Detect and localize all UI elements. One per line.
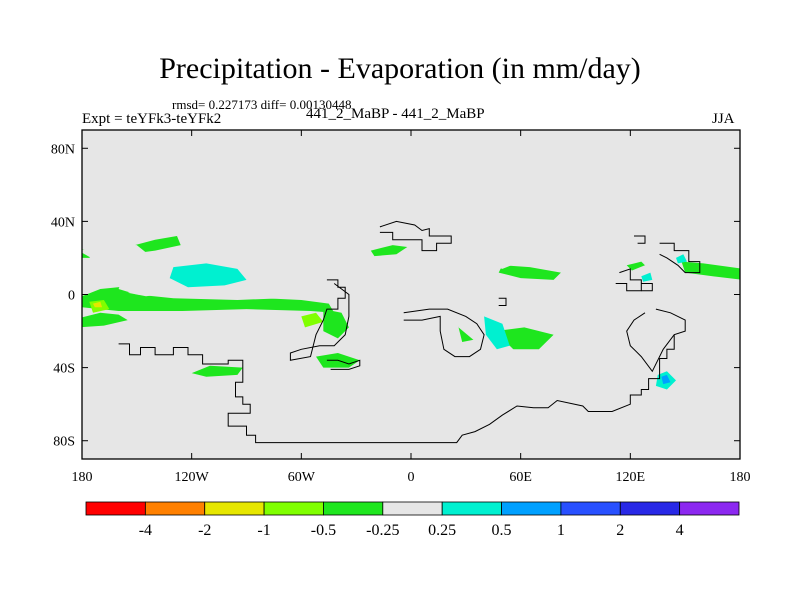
contour-region-31: [661, 374, 671, 385]
center-label: 441_2_MaBP - 441_2_MaBP: [306, 106, 485, 122]
x-tick-label: 180: [730, 470, 751, 485]
coastline-2: [326, 359, 361, 370]
plot-title: Precipitation - Evaporation (in mm/day): [159, 52, 641, 85]
contour-region-17: [82, 243, 146, 258]
contour-region-29: [641, 272, 653, 282]
contour-region-5: [93, 301, 103, 308]
contour-region-20: [275, 354, 320, 368]
coastline-7: [659, 242, 701, 274]
contour-region-30: [676, 254, 687, 264]
colorbar-swatch-8: [560, 501, 621, 516]
colorbar-label: -4: [139, 522, 152, 539]
contour-region-2: [323, 309, 349, 339]
coastline-4: [403, 308, 485, 358]
coastline-6: [626, 308, 686, 373]
contour-region-21: [297, 252, 338, 262]
colorbar-label: -1: [257, 522, 270, 539]
x-tick-label: 60E: [509, 470, 532, 485]
colorbar-swatch-10: [679, 501, 740, 516]
contour-region-25: [685, 316, 737, 332]
coastline-10: [641, 283, 653, 292]
y-tick-label: 0: [68, 289, 75, 304]
season-label: JJA: [712, 111, 735, 127]
stats-text: rmsd= 0.227173 diff= 0.00130448: [172, 97, 352, 112]
colorbar-label: 1: [557, 522, 565, 539]
coastline-0: [118, 334, 675, 444]
x-tick-label: 180: [72, 470, 93, 485]
contour-region-11: [498, 265, 561, 280]
y-tick-label: 80N: [51, 142, 75, 157]
contour-region-10: [370, 245, 408, 257]
colorbar-swatch-4: [323, 501, 384, 516]
experiment-label: Expt = teYFk3-teYFk2: [82, 111, 222, 127]
colorbar-label: 2: [616, 522, 624, 539]
contour-region-26: [169, 263, 247, 288]
colorbar-swatch-9: [619, 501, 681, 516]
contour-region-4: [301, 312, 324, 328]
y-tick-label: 40N: [51, 215, 75, 230]
colorbar-swatch-2: [204, 501, 265, 516]
contour-region-12: [495, 327, 554, 350]
coastline-1: [289, 279, 350, 361]
coastline-9: [498, 297, 507, 306]
contour-region-1: [82, 312, 128, 328]
contour-region-18: [127, 287, 174, 297]
coastline-3: [379, 220, 452, 252]
contour-region-22: [484, 257, 521, 269]
colorbar-swatch-6: [441, 501, 502, 516]
contour-region-27: [484, 316, 510, 350]
contour-region-24: [626, 265, 660, 280]
colorbar: -4 -2 -1 -0.5 -0.25 0.25 0.5 1 2 4: [85, 501, 740, 539]
contour-region-23: [560, 279, 594, 289]
axis-ticks: 180 120W 60W 0 60E 120E 180 80N 40N 0 40S 80S: [51, 130, 751, 485]
colorbar-swatch-0: [85, 501, 146, 516]
coastlines: [118, 220, 701, 444]
contour-fills: [82, 236, 740, 390]
colorbar-label: 0.5: [492, 522, 512, 539]
contour-region-6: [191, 365, 243, 377]
colorbar-label: 0.25: [428, 522, 456, 539]
y-tick-label: 40S: [53, 362, 75, 377]
x-tick-label: 120W: [175, 470, 210, 485]
contour-region-14: [681, 261, 740, 280]
colorbar-label: -2: [198, 522, 211, 539]
coastline-8: [615, 268, 642, 292]
colorbar-label: -0.5: [311, 522, 336, 539]
colorbar-swatch-3: [263, 501, 324, 516]
y-tick-label: 80S: [53, 435, 75, 450]
x-tick-label: 0: [408, 470, 415, 485]
colorbar-swatch-5: [382, 501, 443, 516]
colorbar-swatch-1: [144, 501, 206, 516]
x-tick-label: 120E: [616, 470, 646, 485]
x-tick-label: 60W: [288, 470, 316, 485]
colorbar-swatch-7: [501, 501, 562, 516]
colorbar-label: 4: [676, 522, 684, 539]
coastline-5: [634, 235, 646, 244]
colorbar-label: -0.25: [366, 522, 399, 539]
